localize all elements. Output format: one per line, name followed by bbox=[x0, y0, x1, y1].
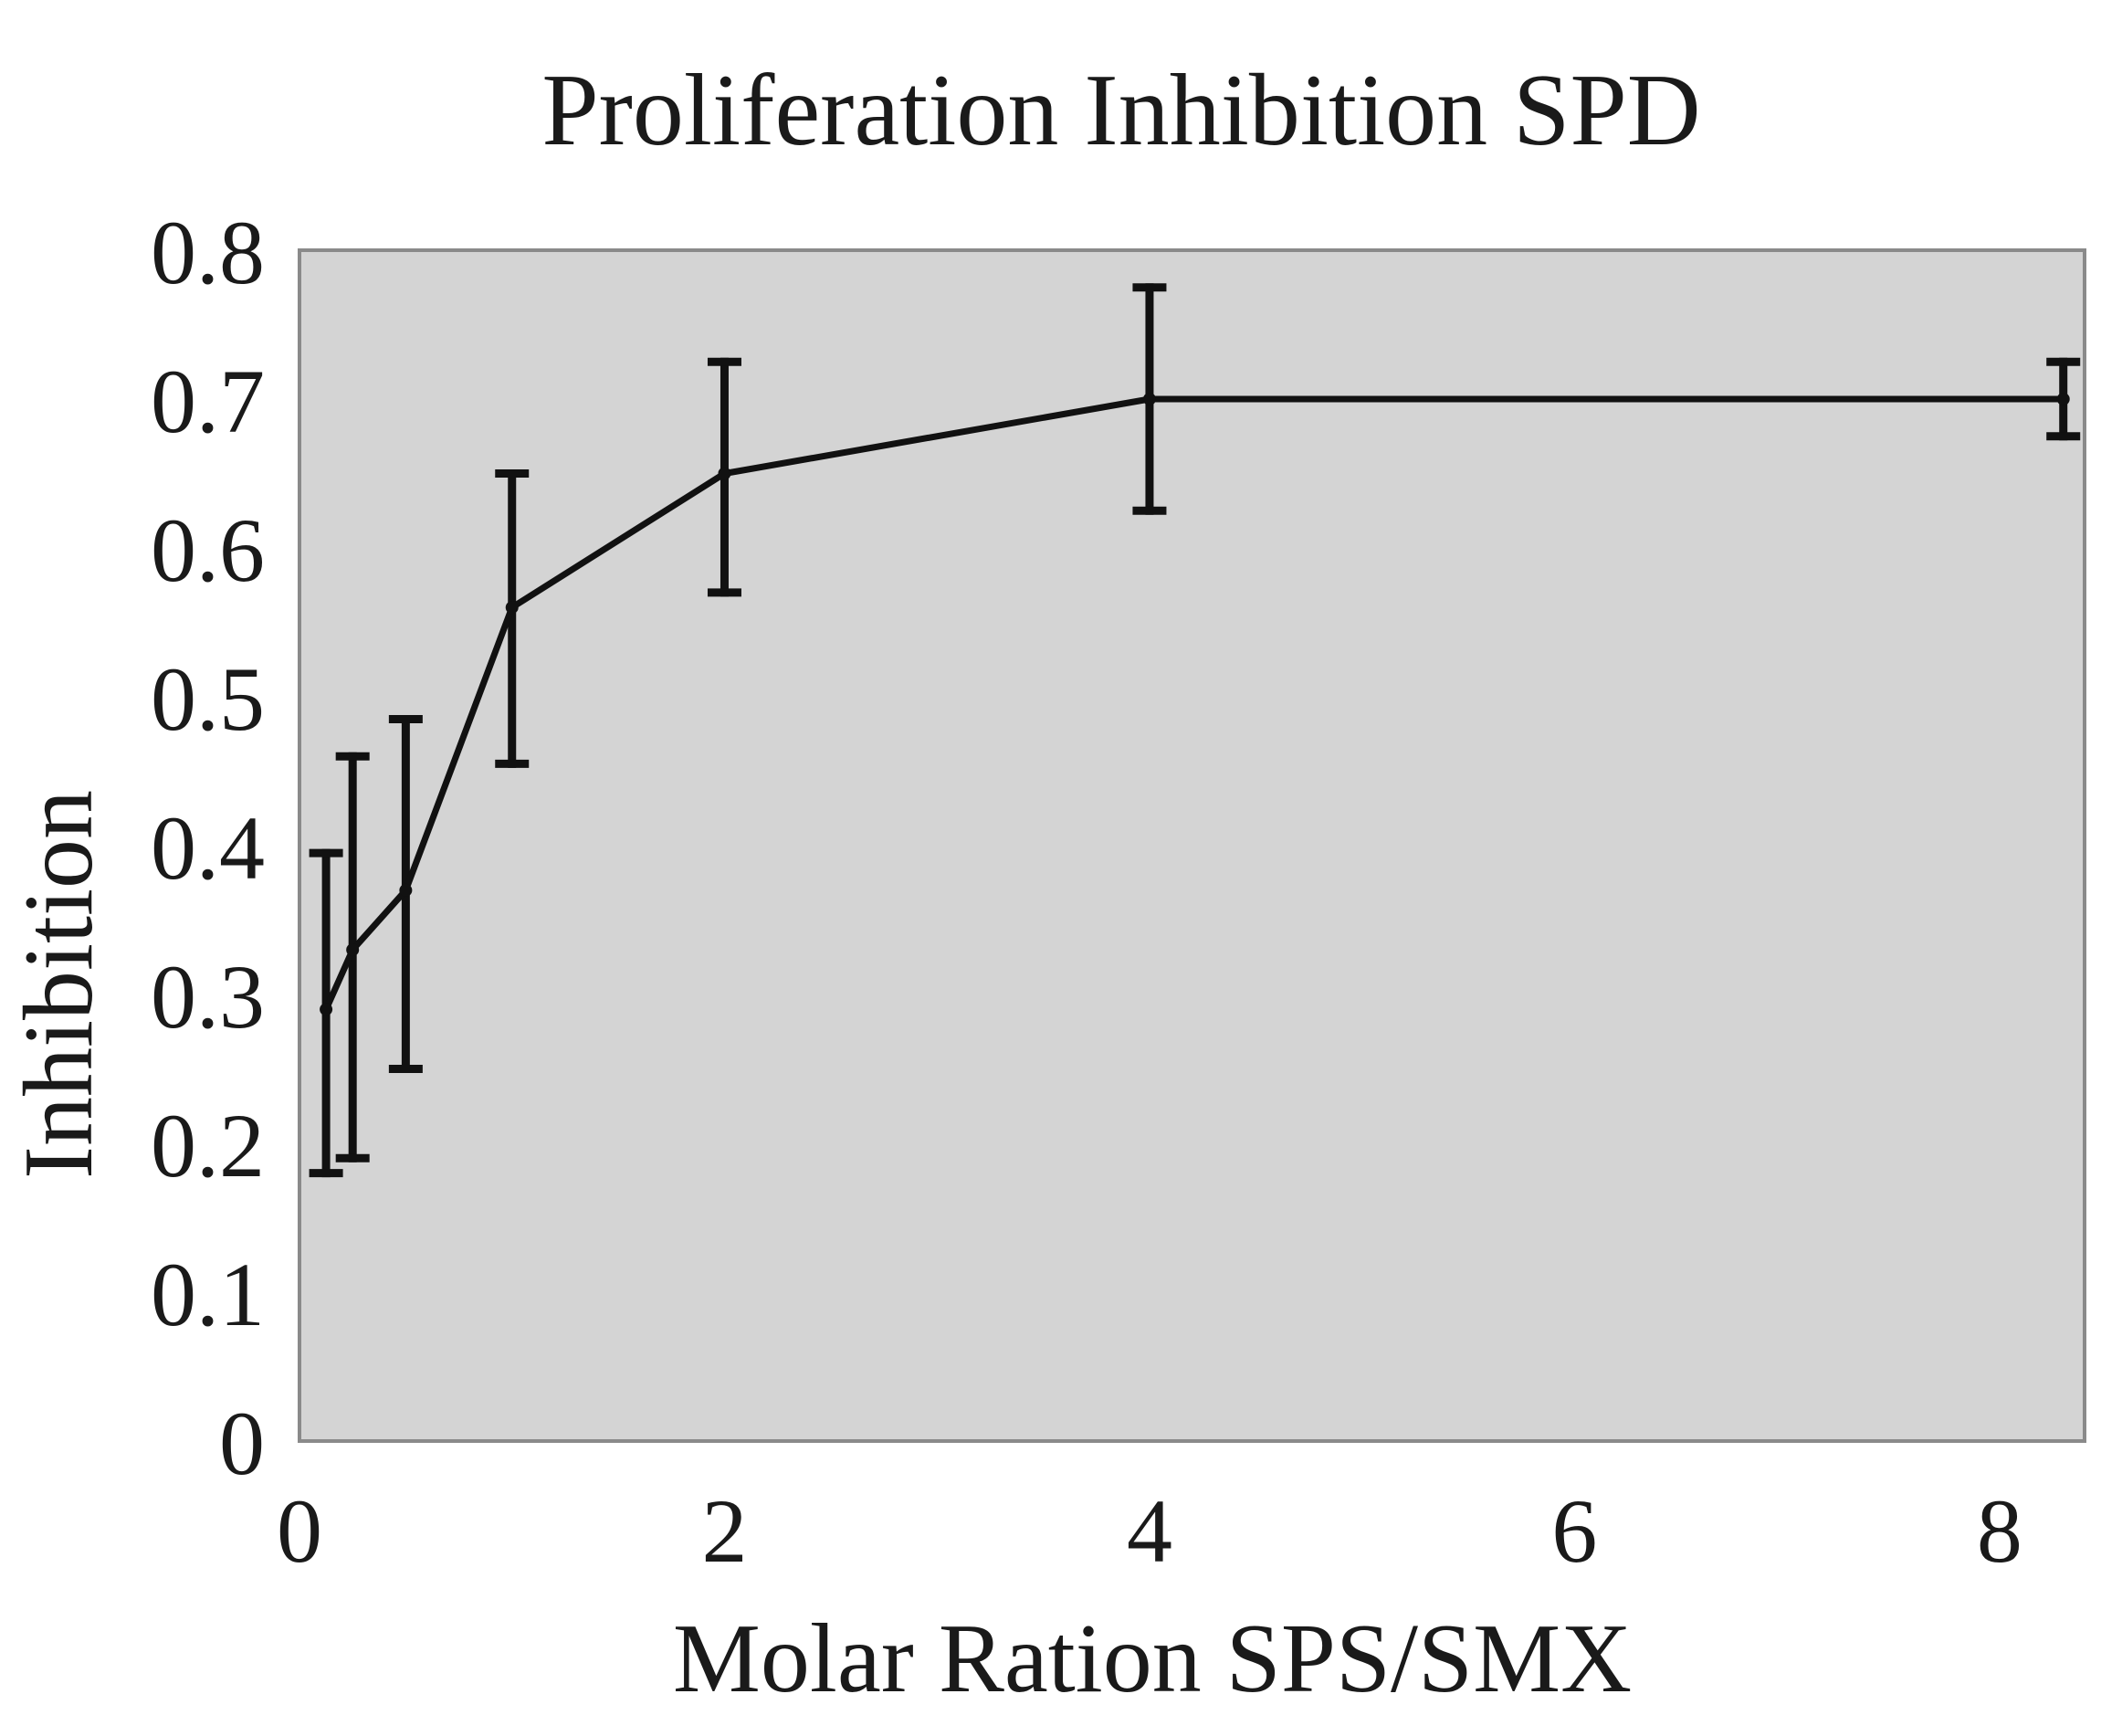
y-tick-label: 0 bbox=[219, 1393, 265, 1494]
x-tick-label: 6 bbox=[1551, 1480, 1597, 1582]
data-point bbox=[505, 601, 519, 615]
x-axis-label: Molar Ration SPS/SMX bbox=[673, 1604, 1632, 1713]
y-axis-label: Inhibition bbox=[5, 790, 113, 1179]
error-bar bbox=[495, 469, 530, 768]
data-point bbox=[399, 883, 413, 897]
y-tick-label: 0.4 bbox=[151, 797, 265, 899]
y-tick-label: 0.8 bbox=[151, 202, 265, 303]
x-tick-label: 0 bbox=[277, 1480, 322, 1582]
chart-title: Proliferation Inhibition SPD bbox=[541, 54, 1700, 167]
x-axis-ticks: 0 2 4 6 8 bbox=[277, 1480, 2022, 1582]
y-tick-label: 0.7 bbox=[151, 351, 265, 452]
x-tick-label: 2 bbox=[701, 1480, 747, 1582]
data-point bbox=[718, 467, 731, 480]
data-point bbox=[2056, 393, 2070, 405]
data-points bbox=[320, 393, 2070, 1016]
data-point bbox=[320, 1003, 333, 1016]
plot-area bbox=[298, 248, 2086, 1443]
y-tick-label: 0.1 bbox=[151, 1244, 265, 1345]
data-point bbox=[346, 943, 360, 957]
y-axis-ticks: 0 0.1 0.2 0.3 0.4 0.5 0.6 0.7 0.8 bbox=[151, 202, 265, 1494]
x-tick-label: 8 bbox=[1977, 1480, 2022, 1582]
y-tick-label: 0.6 bbox=[151, 500, 265, 601]
x-tick-label: 4 bbox=[1127, 1480, 1172, 1582]
y-tick-label: 0.3 bbox=[151, 946, 265, 1047]
data-point bbox=[1142, 393, 1156, 405]
y-tick-label: 0.2 bbox=[151, 1095, 265, 1196]
y-tick-label: 0.5 bbox=[151, 648, 265, 750]
